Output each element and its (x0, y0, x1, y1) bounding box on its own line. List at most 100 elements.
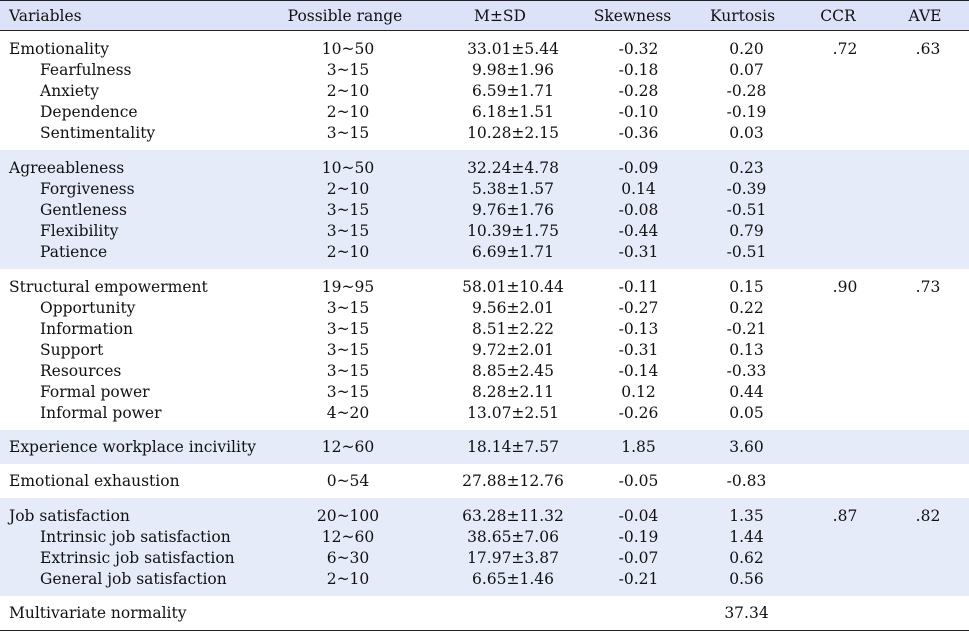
range-cell: 4~20 (326, 404, 370, 422)
range-cell (265, 596, 425, 631)
ave-cell (881, 527, 969, 548)
msd-cell: 8.28±2.11 (471, 383, 554, 401)
ave-cell (881, 403, 969, 430)
variable-cell: Informal power (40, 404, 162, 422)
skewness-cell: -0.04 (575, 498, 690, 527)
ave-cell (881, 340, 969, 361)
ave-cell (881, 382, 969, 403)
kurtosis-cell: -0.28 (726, 82, 767, 100)
msd-cell: 6.18±1.51 (471, 103, 554, 121)
table-row: Emotionality 10~50 33.01±5.44 -0.32 0.20 .72.… (0, 31, 969, 61)
header-ave: AVE (881, 0, 969, 31)
ccr-cell: .87 (795, 498, 881, 527)
skewness-cell: -0.36 (618, 124, 659, 142)
kurtosis-cell: 0.56 (690, 569, 795, 596)
table-row-sub: Support 3~15 9.72±2.01 -0.31 0.13 (0, 340, 969, 361)
variable-cell: Emotionality (9, 40, 109, 58)
ccr-cell (795, 319, 881, 340)
ave-cell (881, 548, 969, 569)
msd-cell (425, 596, 575, 631)
skewness-cell: -0.28 (618, 82, 659, 100)
msd-cell: 33.01±5.44 (467, 40, 559, 58)
range-cell: 3~15 (265, 221, 425, 242)
msd-cell: 27.88±12.76 (462, 472, 564, 490)
kurtosis-cell: -0.33 (726, 362, 767, 380)
skewness-cell: -0.08 (575, 200, 690, 221)
range-cell: 3~15 (326, 320, 370, 338)
table-row-sub: Patience 2~10 6.69±1.71 -0.31 -0.51 (0, 242, 969, 269)
table-row-sub: Forgiveness 2~10 5.38±1.57 0.14 -0.39 (0, 179, 969, 200)
variable-cell: Resources (40, 362, 122, 380)
range-cell: 3~15 (265, 200, 425, 221)
table-row-sub: Fearfulness 3~15 9.98±1.96 -0.18 0.07 (0, 60, 969, 81)
msd-cell: 9.72±2.01 (471, 341, 554, 359)
ccr-cell (795, 150, 881, 179)
msd-cell: 63.28±11.32 (425, 498, 575, 527)
variable-cell: Forgiveness (0, 179, 265, 200)
variable-cell: Opportunity (40, 299, 136, 317)
kurtosis-cell: 0.22 (729, 299, 764, 317)
table-row: Multivariate normality 37.34 (0, 596, 969, 631)
msd-cell: 5.38±1.57 (425, 179, 575, 200)
ave-cell (881, 179, 969, 200)
table-row: Agreeableness 10~50 32.24±4.78 -0.09 0.23 (0, 150, 969, 179)
range-cell: 3~15 (326, 362, 370, 380)
ccr-cell (795, 382, 881, 403)
skewness-cell: 0.12 (621, 383, 656, 401)
table-row: Emotional exhaustion 0~54 27.88±12.76 -0.05… (0, 464, 969, 498)
variable-cell: Intrinsic job satisfaction (0, 527, 265, 548)
skewness-cell: -0.31 (618, 341, 659, 359)
kurtosis-cell: -0.83 (726, 472, 767, 490)
skewness-cell: 0.14 (575, 179, 690, 200)
skewness-cell: -0.09 (575, 150, 690, 179)
range-cell: 10~50 (265, 150, 425, 179)
ccr-cell (795, 123, 881, 150)
header-kurtosis: Kurtosis (690, 0, 795, 31)
msd-cell: 6.69±1.71 (425, 242, 575, 269)
range-cell: 20~100 (265, 498, 425, 527)
variable-cell: Emotional exhaustion (9, 472, 180, 490)
variable-cell: Agreeableness (0, 150, 265, 179)
range-cell: 3~15 (326, 383, 370, 401)
msd-cell: 8.51±2.22 (471, 320, 554, 338)
kurtosis-cell: 1.44 (690, 527, 795, 548)
table-body: Emotionality 10~50 33.01±5.44 -0.32 0.20 .72.… (0, 31, 969, 631)
variable-cell: Gentleness (0, 200, 265, 221)
header-msd: M±SD (425, 0, 575, 31)
header-possible-range: Possible range (265, 0, 425, 31)
header-row: Variables Possible range M±SD Skewness K… (0, 0, 969, 31)
kurtosis-cell: -0.19 (726, 103, 767, 121)
range-cell: 2~10 (265, 242, 425, 269)
table-row-sub: Resources 3~15 8.85±2.45 -0.14 -0.33 (0, 361, 969, 382)
table-row-sub: Informal power 4~20 13.07±2.51 -0.26 0.05 (0, 403, 969, 430)
skewness-cell: -0.14 (618, 362, 659, 380)
kurtosis-cell: -0.39 (690, 179, 795, 200)
kurtosis-cell: -0.51 (690, 242, 795, 269)
ave-cell (881, 464, 969, 498)
ccr-cell (795, 548, 881, 569)
ccr-cell (795, 200, 881, 221)
skewness-cell: -0.19 (575, 527, 690, 548)
msd-cell: 13.07±2.51 (467, 404, 559, 422)
kurtosis-cell: 0.79 (690, 221, 795, 242)
variable-cell: Fearfulness (40, 61, 132, 79)
ave-cell (881, 319, 969, 340)
kurtosis-cell: 0.07 (729, 61, 764, 79)
msd-cell: 17.97±3.87 (425, 548, 575, 569)
skewness-cell: -0.10 (618, 103, 659, 121)
ave-cell (881, 361, 969, 382)
range-cell: 19~95 (321, 278, 375, 296)
skewness-cell: -0.18 (618, 61, 659, 79)
ave-cell (881, 298, 969, 319)
range-cell: 0~54 (326, 472, 370, 490)
ave-cell (881, 596, 969, 631)
table-row: Experience workplace incivility 12~60 18.1… (0, 430, 969, 464)
skewness-cell: -0.07 (575, 548, 690, 569)
ccr-cell (795, 242, 881, 269)
variable-cell: Experience workplace incivility (0, 430, 265, 464)
kurtosis-cell: 0.62 (690, 548, 795, 569)
msd-cell: 8.85±2.45 (471, 362, 554, 380)
range-cell: 12~60 (265, 430, 425, 464)
ave-cell: .82 (881, 498, 969, 527)
